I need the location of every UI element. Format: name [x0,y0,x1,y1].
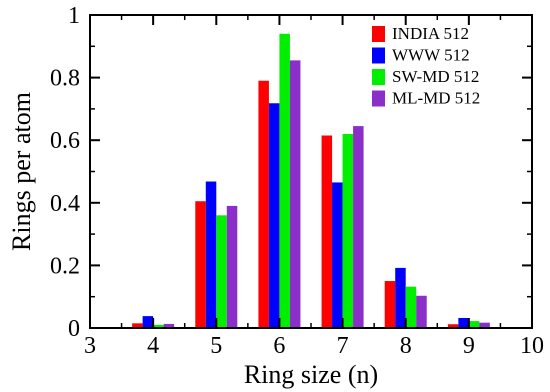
bar-ml-md-512-n7 [353,126,364,328]
bar-india-512-n7 [321,135,333,328]
bar-india-512-n5 [195,201,206,328]
x-tick-label: 4 [147,333,159,359]
y-tick-label: 0 [68,316,80,342]
y-tick-label: 0.2 [50,253,80,279]
bar-sw-md-512-n6 [279,33,290,328]
bar-ml-md-512-n4 [163,323,175,328]
y-tick-label: 0.4 [50,191,80,217]
x-tick-label: 7 [337,333,349,359]
bar-sw-md-512-n9 [468,321,480,328]
legend-label: SW-MD 512 [392,67,479,86]
y-axis-title: Rings per atom [7,92,36,251]
bar-sw-md-512-n5 [216,215,227,328]
bar-www-512-n5 [205,181,217,328]
x-tick-label: 9 [463,333,475,359]
x-axis-title: Ring size (n) [244,360,378,389]
x-tick-label: 10 [520,333,544,359]
bar-ml-md-512-n9 [479,322,490,328]
bar-sw-md-512-n8 [405,286,417,328]
y-tick-label: 1 [68,3,80,29]
bar-sw-md-512-n7 [342,133,354,328]
legend-swatch [372,69,385,85]
legend-swatch [372,90,385,107]
x-tick-label: 5 [210,333,222,359]
legend: INDIA 512 WWW 512 SW-MD 512 ML-MD 512 [372,24,480,108]
bar-ml-md-512-n8 [416,295,427,328]
legend-swatch [372,47,385,64]
y-tick-label: 0.8 [50,66,80,92]
legend-label: WWW 512 [392,46,470,65]
bar-www-512-n8 [395,267,406,328]
bar-www-512-n9 [458,317,469,328]
bar-india-512-n8 [384,281,396,328]
bar-india-512-n9 [447,324,459,328]
bar-india-512-n4 [132,323,143,328]
y-tick-label: 0.6 [50,128,80,154]
bar-www-512-n7 [332,182,343,328]
bar-www-512-n4 [142,316,154,328]
bar-ml-md-512-n6 [289,60,301,328]
bars-layer [132,33,490,329]
legend-label: ML-MD 512 [392,89,480,108]
legend-label: INDIA 512 [392,24,469,43]
x-tick-label: 3 [84,333,96,359]
x-tick-label: 6 [273,333,285,359]
bar-india-512-n6 [258,80,269,328]
x-tick-label: 8 [400,333,412,359]
bar-sw-md-512-n4 [153,324,164,328]
legend-swatch [372,26,385,42]
bar-www-512-n6 [268,103,280,329]
ticks-layer: 3 4 5 6 7 8 9 10 0 0.2 0.4 0.6 0.8 1 [50,3,544,359]
bar-ml-md-512-n5 [226,205,238,328]
